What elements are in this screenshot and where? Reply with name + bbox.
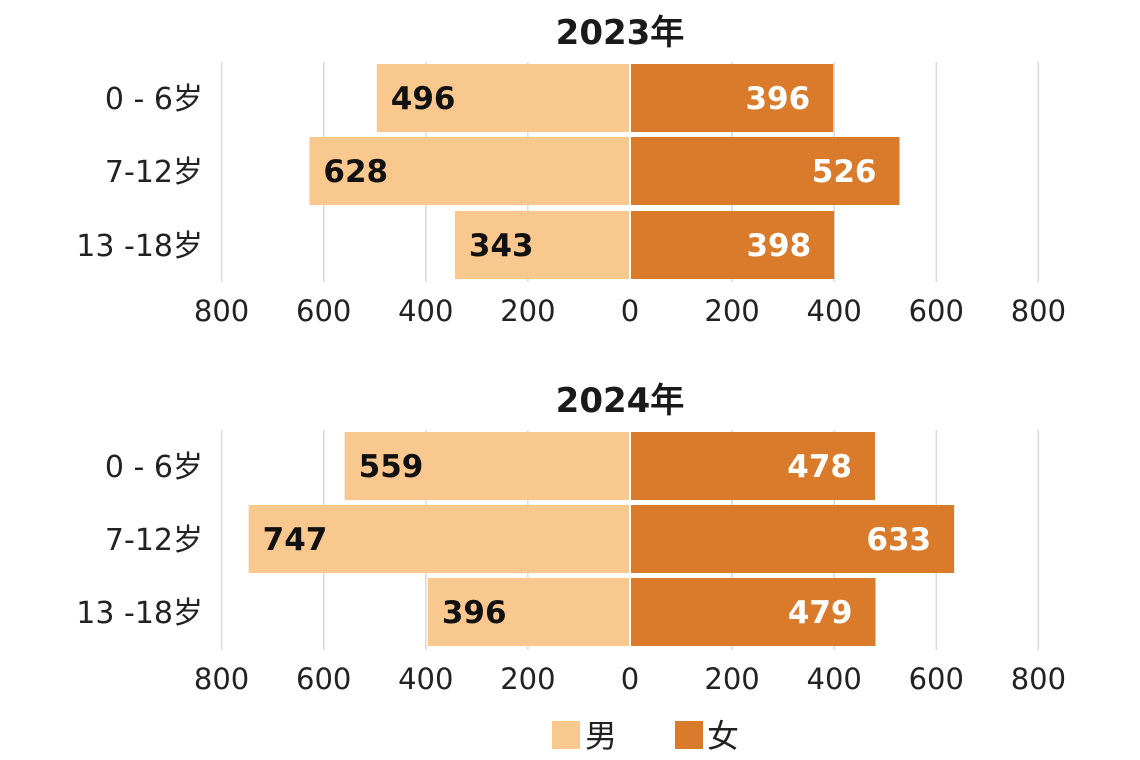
chart-1-title: 2023年 <box>556 13 685 53</box>
chart-1-tick-label-4: 0 <box>621 294 639 328</box>
chart-2-bar-female-1 <box>631 432 876 500</box>
chart-1-label-female-2: 526 <box>812 154 877 190</box>
chart-1-tick-label-5: 200 <box>704 294 759 328</box>
legend-swatch-1 <box>552 721 580 749</box>
chart-1-tick-label-0: 800 <box>194 294 249 328</box>
chart-1-bar-female-3 <box>631 211 835 279</box>
chart-2-label-male-1: 559 <box>359 449 424 485</box>
chart-1-category-label-1: 0 - 6岁 <box>105 82 203 117</box>
chart-2-category-label-3: 13 -18岁 <box>76 596 203 631</box>
chart-1-label-male-3: 343 <box>469 228 534 264</box>
chart-2-tick-label-0: 800 <box>194 662 249 696</box>
chart-2-bar-male-1 <box>344 432 629 500</box>
chart-2-category-label-1: 0 - 6岁 <box>105 450 203 485</box>
chart-1-bar-male-1 <box>376 64 629 132</box>
chart-1-tick-label-3: 200 <box>500 294 555 328</box>
chart-1-tick-label-1: 600 <box>296 294 351 328</box>
chart-1-tick-label-6: 400 <box>807 294 862 328</box>
chart-1-tick-label-8: 800 <box>1011 294 1066 328</box>
chart-1-label-male-1: 496 <box>391 81 456 117</box>
chart-2-tick-label-8: 800 <box>1011 662 1066 696</box>
chart-1-bar-female-2 <box>631 137 900 205</box>
chart-2-label-male-2: 747 <box>263 522 328 558</box>
chart-2-label-female-2: 633 <box>866 522 931 558</box>
chart-1-label-female-1: 396 <box>745 81 810 117</box>
chart-2-tick-label-1: 600 <box>296 662 351 696</box>
chart-1-bar-male-3 <box>454 211 629 279</box>
chart-2-bar-female-2 <box>631 505 955 573</box>
chart-1-bar-male-2 <box>309 137 629 205</box>
chart-1-label-male-2: 628 <box>323 154 388 190</box>
legend-swatch-2 <box>675 721 703 749</box>
chart-1-bar-female-1 <box>631 64 834 132</box>
chart-1-category-label-2: 7-12岁 <box>105 155 203 190</box>
chart-2-tick-label-6: 400 <box>807 662 862 696</box>
legend-label-1: 男 <box>585 717 617 755</box>
chart-2-tick-label-2: 400 <box>398 662 453 696</box>
chart-2-label-male-3: 396 <box>442 595 507 631</box>
chart-1-label-female-3: 398 <box>746 228 811 264</box>
chart-2-category-label-2: 7-12岁 <box>105 523 203 558</box>
chart-2-tick-label-4: 0 <box>621 662 639 696</box>
chart-2-title: 2024年 <box>556 381 685 421</box>
chart-1-tick-label-2: 400 <box>398 294 453 328</box>
chart-2-tick-label-7: 600 <box>909 662 964 696</box>
chart-2-tick-label-5: 200 <box>704 662 759 696</box>
chart-1-category-label-3: 13 -18岁 <box>76 229 203 264</box>
chart-2-bar-male-2 <box>248 505 629 573</box>
chart-2-label-female-1: 478 <box>787 449 852 485</box>
chart-2-label-female-3: 479 <box>788 595 853 631</box>
legend-label-2: 女 <box>707 717 739 755</box>
chart-2-tick-label-3: 200 <box>500 662 555 696</box>
chart-2-bar-female-3 <box>631 578 876 646</box>
chart-1-tick-label-7: 600 <box>909 294 964 328</box>
chart-2-bar-male-3 <box>427 578 629 646</box>
